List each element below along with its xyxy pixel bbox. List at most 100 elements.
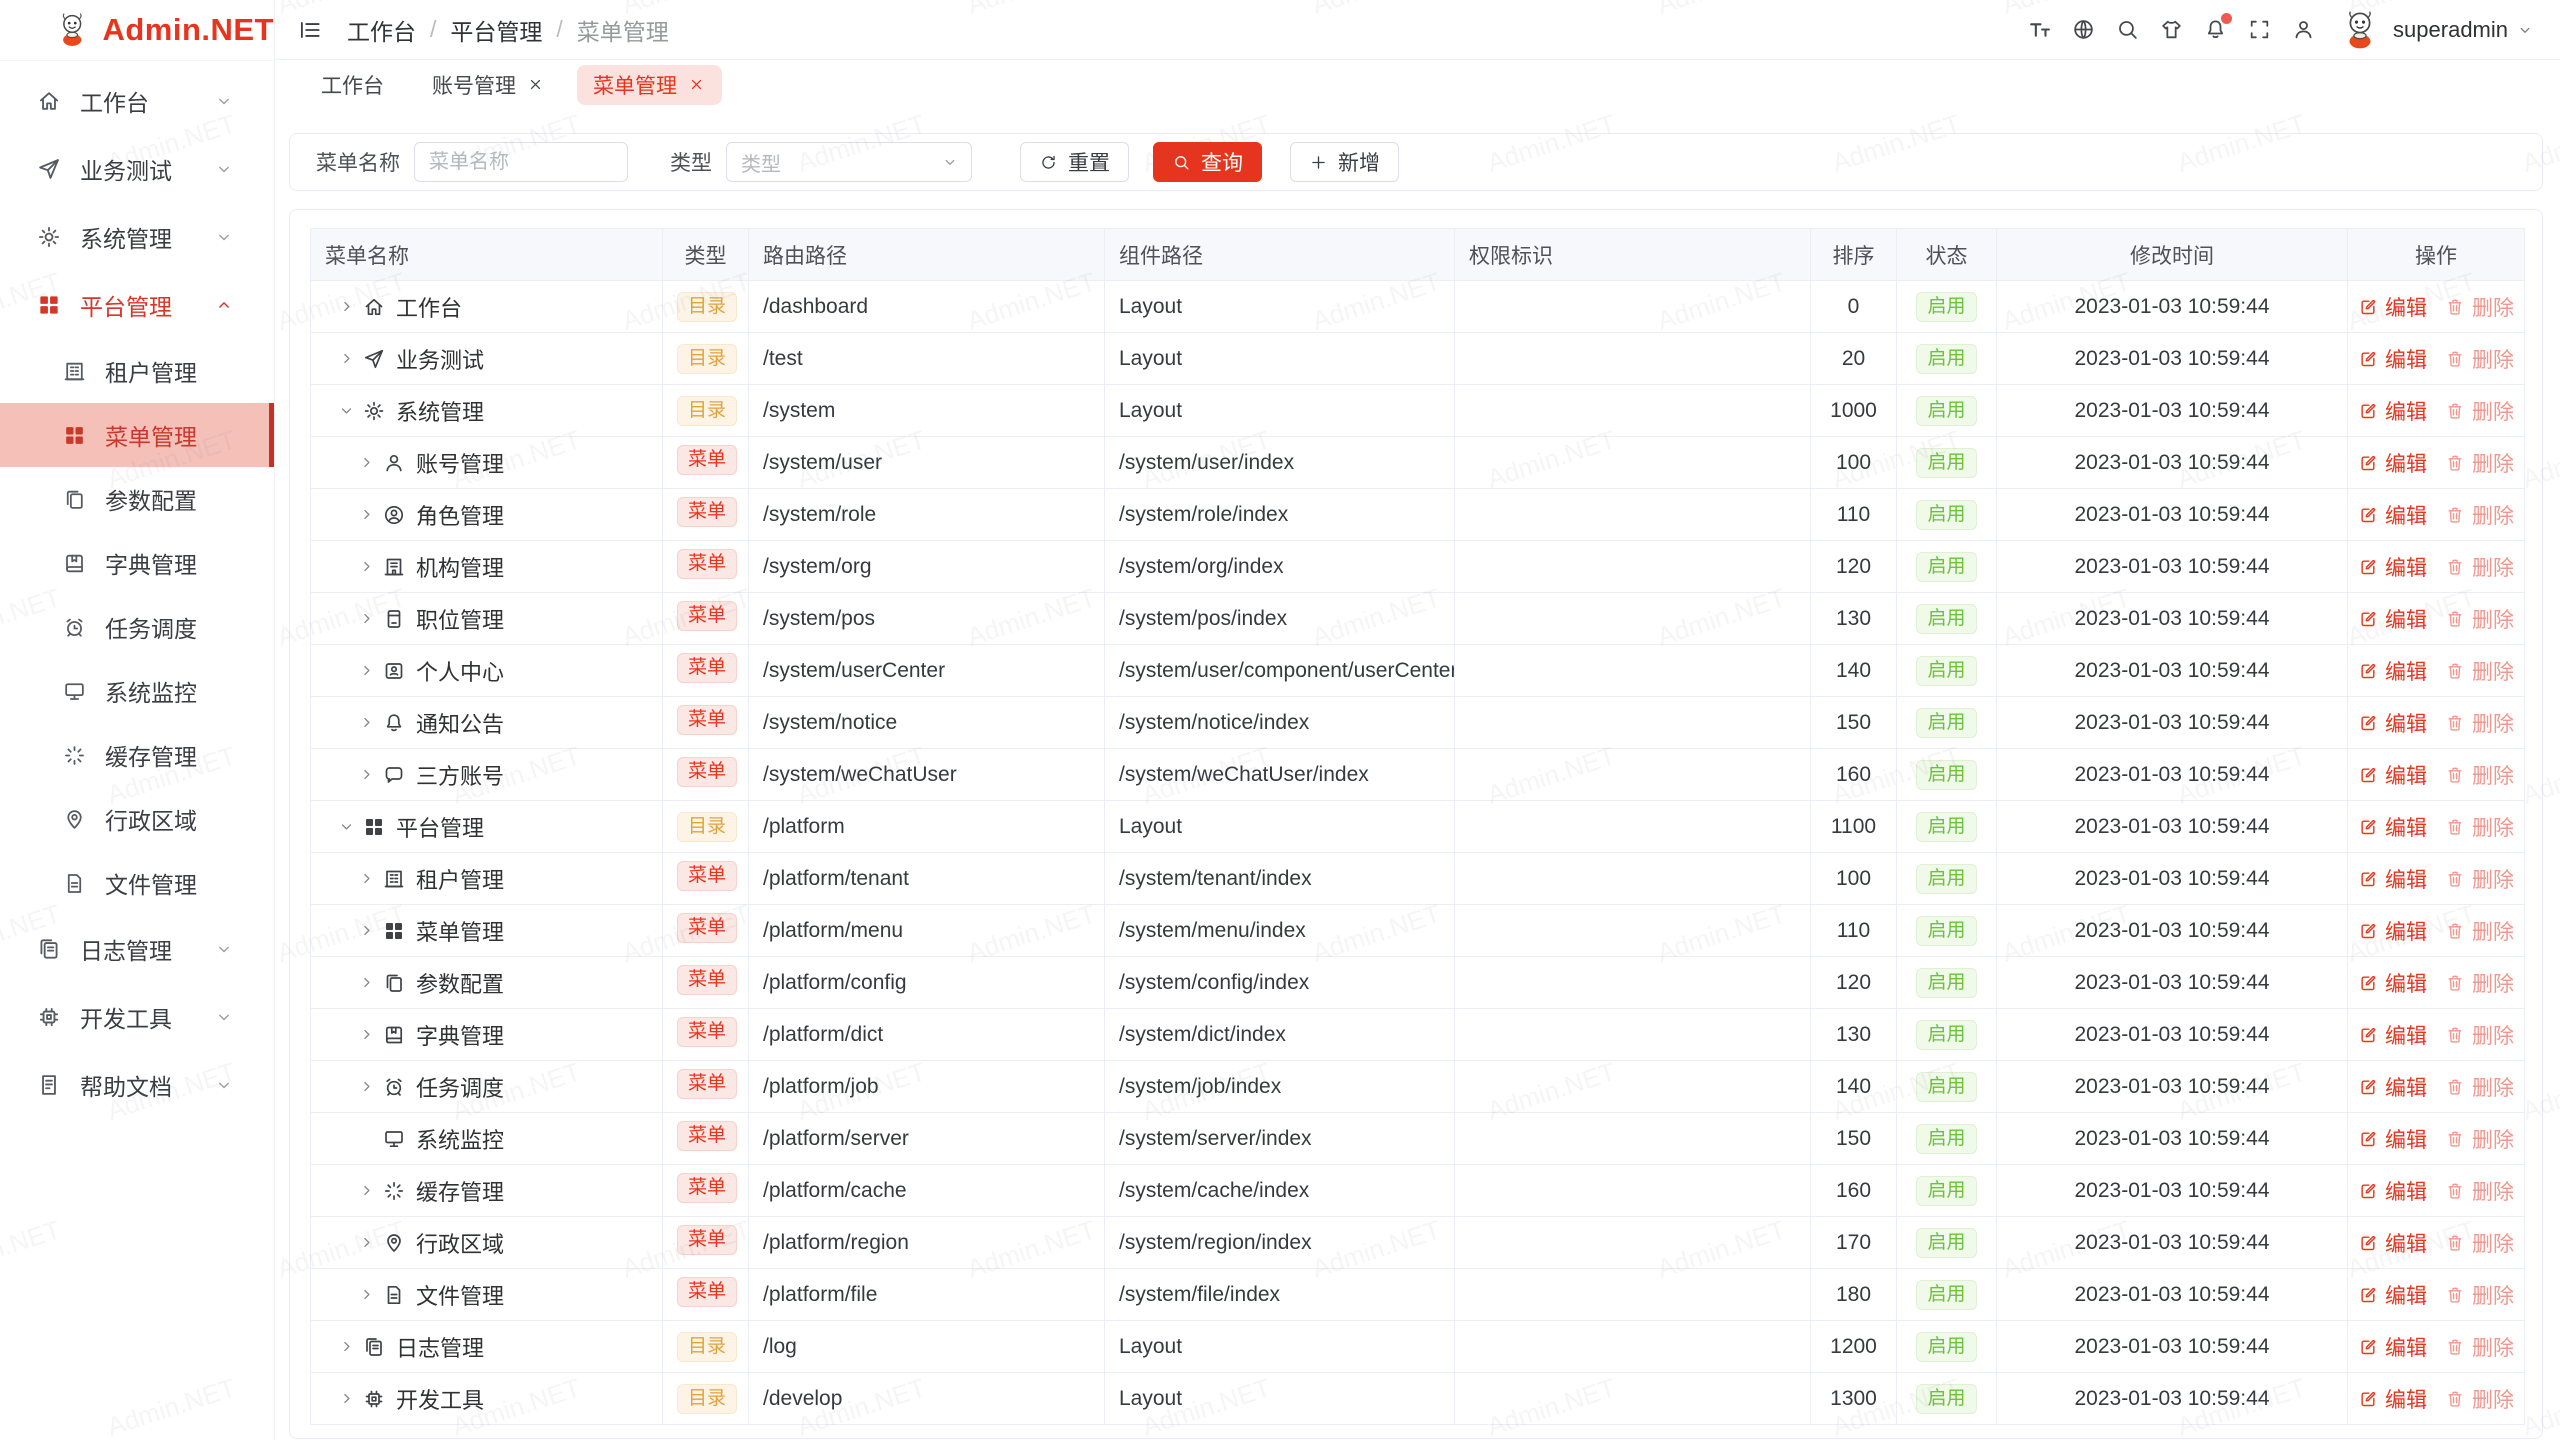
search-button[interactable]: 查询 <box>1153 142 1262 182</box>
expand-arrow[interactable] <box>333 813 360 840</box>
expand-arrow[interactable] <box>353 865 380 892</box>
delete-button[interactable]: 删除 <box>2445 292 2514 322</box>
delete-button[interactable]: 删除 <box>2445 396 2514 426</box>
sidebar-subitem-1[interactable]: 菜单管理 <box>0 403 274 467</box>
add-button[interactable]: 新增 <box>1290 142 1399 182</box>
expand-arrow[interactable] <box>353 553 380 580</box>
delete-button[interactable]: 删除 <box>2445 864 2514 894</box>
font-size-icon[interactable] <box>2017 8 2061 52</box>
expand-arrow[interactable] <box>353 1073 380 1100</box>
expand-arrow[interactable] <box>353 1021 380 1048</box>
delete-button[interactable]: 删除 <box>2445 552 2514 582</box>
edit-button[interactable]: 编辑 <box>2358 1176 2427 1206</box>
edit-button[interactable]: 编辑 <box>2358 656 2427 686</box>
menu-name-input[interactable] <box>414 142 628 182</box>
notification-icon[interactable] <box>2193 8 2237 52</box>
delete-button[interactable]: 删除 <box>2445 1124 2514 1154</box>
expand-arrow[interactable] <box>353 657 380 684</box>
sidebar-item-6[interactable]: 帮助文档 <box>0 1051 274 1119</box>
username[interactable]: superadmin <box>2393 16 2508 42</box>
expand-arrow[interactable] <box>333 1385 360 1412</box>
delete-button[interactable]: 删除 <box>2445 1280 2514 1310</box>
delete-button[interactable]: 删除 <box>2445 708 2514 738</box>
sidebar-subitem-5[interactable]: 系统监控 <box>0 659 274 723</box>
edit-button[interactable]: 编辑 <box>2358 604 2427 634</box>
delete-button[interactable]: 删除 <box>2445 1020 2514 1050</box>
tab-1[interactable]: 账号管理 <box>416 65 561 105</box>
delete-button[interactable]: 删除 <box>2445 604 2514 634</box>
sidebar-item-2[interactable]: 系统管理 <box>0 203 274 271</box>
search-icon[interactable] <box>2105 8 2149 52</box>
delete-button[interactable]: 删除 <box>2445 656 2514 686</box>
edit-button[interactable]: 编辑 <box>2358 708 2427 738</box>
delete-button[interactable]: 删除 <box>2445 500 2514 530</box>
edit-button[interactable]: 编辑 <box>2358 448 2427 478</box>
expand-arrow[interactable] <box>353 1177 380 1204</box>
edit-button[interactable]: 编辑 <box>2358 292 2427 322</box>
tab-2[interactable]: 菜单管理 <box>577 64 722 105</box>
sidebar-subitem-3[interactable]: 字典管理 <box>0 531 274 595</box>
theme-icon[interactable] <box>2149 8 2193 52</box>
expand-arrow[interactable] <box>333 397 360 424</box>
edit-button[interactable]: 编辑 <box>2358 500 2427 530</box>
sidebar-subitem-8[interactable]: 文件管理 <box>0 851 274 915</box>
sidebar-item-1[interactable]: 业务测试 <box>0 135 274 203</box>
sidebar-subitem-4[interactable]: 任务调度 <box>0 595 274 659</box>
expand-arrow[interactable] <box>353 1229 380 1256</box>
expand-arrow[interactable] <box>333 293 360 320</box>
sidebar-item-4[interactable]: 日志管理 <box>0 915 274 983</box>
reset-button[interactable]: 重置 <box>1020 142 1129 182</box>
edit-button[interactable]: 编辑 <box>2358 1020 2427 1050</box>
delete-button[interactable]: 删除 <box>2445 916 2514 946</box>
sidebar-subitem-6[interactable]: 缓存管理 <box>0 723 274 787</box>
edit-button[interactable]: 编辑 <box>2358 916 2427 946</box>
sidebar-item-5[interactable]: 开发工具 <box>0 983 274 1051</box>
expand-arrow[interactable] <box>333 345 360 372</box>
delete-button[interactable]: 删除 <box>2445 1072 2514 1102</box>
edit-button[interactable]: 编辑 <box>2358 1384 2427 1414</box>
edit-button[interactable]: 编辑 <box>2358 760 2427 790</box>
expand-arrow[interactable] <box>353 449 380 476</box>
sidebar-item-3[interactable]: 平台管理 <box>0 271 274 339</box>
expand-arrow[interactable] <box>353 1281 380 1308</box>
delete-button[interactable]: 删除 <box>2445 1332 2514 1362</box>
sidebar-subitem-0[interactable]: 租户管理 <box>0 339 274 403</box>
expand-arrow[interactable] <box>353 917 380 944</box>
edit-button[interactable]: 编辑 <box>2358 1332 2427 1362</box>
edit-button[interactable]: 编辑 <box>2358 812 2427 842</box>
sidebar-subitem-7[interactable]: 行政区域 <box>0 787 274 851</box>
expand-arrow[interactable] <box>353 969 380 996</box>
expand-arrow[interactable] <box>353 501 380 528</box>
type-select[interactable]: 类型 <box>726 142 972 182</box>
sidebar-subitem-2[interactable]: 参数配置 <box>0 467 274 531</box>
edit-button[interactable]: 编辑 <box>2358 1072 2427 1102</box>
delete-button[interactable]: 删除 <box>2445 1228 2514 1258</box>
breadcrumb-item[interactable]: 平台管理 <box>450 18 543 45</box>
profile-icon[interactable] <box>2281 8 2325 52</box>
delete-button[interactable]: 删除 <box>2445 812 2514 842</box>
language-icon[interactable] <box>2061 8 2105 52</box>
delete-button[interactable]: 删除 <box>2445 344 2514 374</box>
expand-arrow[interactable] <box>333 1333 360 1360</box>
edit-button[interactable]: 编辑 <box>2358 1228 2427 1258</box>
edit-button[interactable]: 编辑 <box>2358 344 2427 374</box>
delete-button[interactable]: 删除 <box>2445 1176 2514 1206</box>
delete-button[interactable]: 删除 <box>2445 968 2514 998</box>
edit-button[interactable]: 编辑 <box>2358 552 2427 582</box>
edit-button[interactable]: 编辑 <box>2358 396 2427 426</box>
expand-arrow[interactable] <box>353 761 380 788</box>
delete-button[interactable]: 删除 <box>2445 448 2514 478</box>
delete-button[interactable]: 删除 <box>2445 1384 2514 1414</box>
delete-button[interactable]: 删除 <box>2445 760 2514 790</box>
chevron-down-icon[interactable] <box>2516 21 2534 39</box>
sidebar-item-0[interactable]: 工作台 <box>0 67 274 135</box>
menu-fold-icon[interactable] <box>297 17 323 43</box>
fullscreen-icon[interactable] <box>2237 8 2281 52</box>
edit-button[interactable]: 编辑 <box>2358 1280 2427 1310</box>
tab-0[interactable]: 工作台 <box>305 65 400 105</box>
edit-button[interactable]: 编辑 <box>2358 968 2427 998</box>
edit-button[interactable]: 编辑 <box>2358 1124 2427 1154</box>
expand-arrow[interactable] <box>353 605 380 632</box>
avatar[interactable] <box>2339 9 2381 51</box>
breadcrumb-item[interactable]: 工作台 <box>347 18 416 45</box>
